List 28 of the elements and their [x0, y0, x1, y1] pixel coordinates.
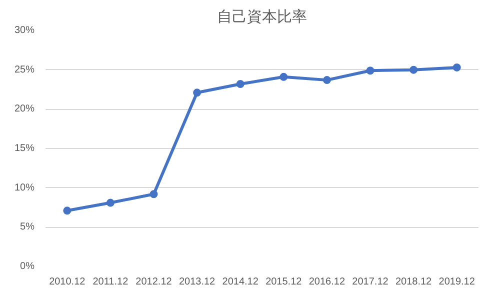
point [322, 76, 331, 84]
x-tick-label: 2012.12 [136, 276, 172, 288]
y-tick-label: 20% [14, 104, 35, 115]
x-tick-label: 2013.12 [178, 276, 216, 288]
point [193, 88, 202, 97]
y-tick-label: 30% [14, 25, 35, 36]
x-tick-label: 2014.12 [222, 276, 259, 288]
point [150, 190, 158, 198]
point [63, 206, 72, 215]
x-tick-label: 2018.12 [395, 276, 432, 288]
point [106, 198, 114, 207]
x-tick-label: 2019.12 [438, 276, 476, 288]
y-tick-label: 5% [20, 222, 35, 233]
y-tick-label: 10% [14, 182, 35, 194]
y-tick-label: 25% [14, 64, 35, 76]
x-tick-label: 2010.12 [49, 276, 86, 288]
point [366, 66, 374, 75]
x-tick-label: 2017.12 [352, 276, 389, 288]
y-tick-label: 0% [20, 261, 35, 272]
x-tick-label: 2016.12 [308, 276, 346, 288]
chart-title: 自己資本比率 [217, 8, 307, 26]
point [280, 72, 288, 81]
y-tick-label: 15% [14, 143, 35, 154]
point [452, 63, 461, 72]
x-tick-label: 2011.12 [92, 276, 129, 288]
point [236, 80, 244, 88]
x-tick-label: 2015.12 [266, 276, 302, 288]
point [410, 66, 418, 74]
